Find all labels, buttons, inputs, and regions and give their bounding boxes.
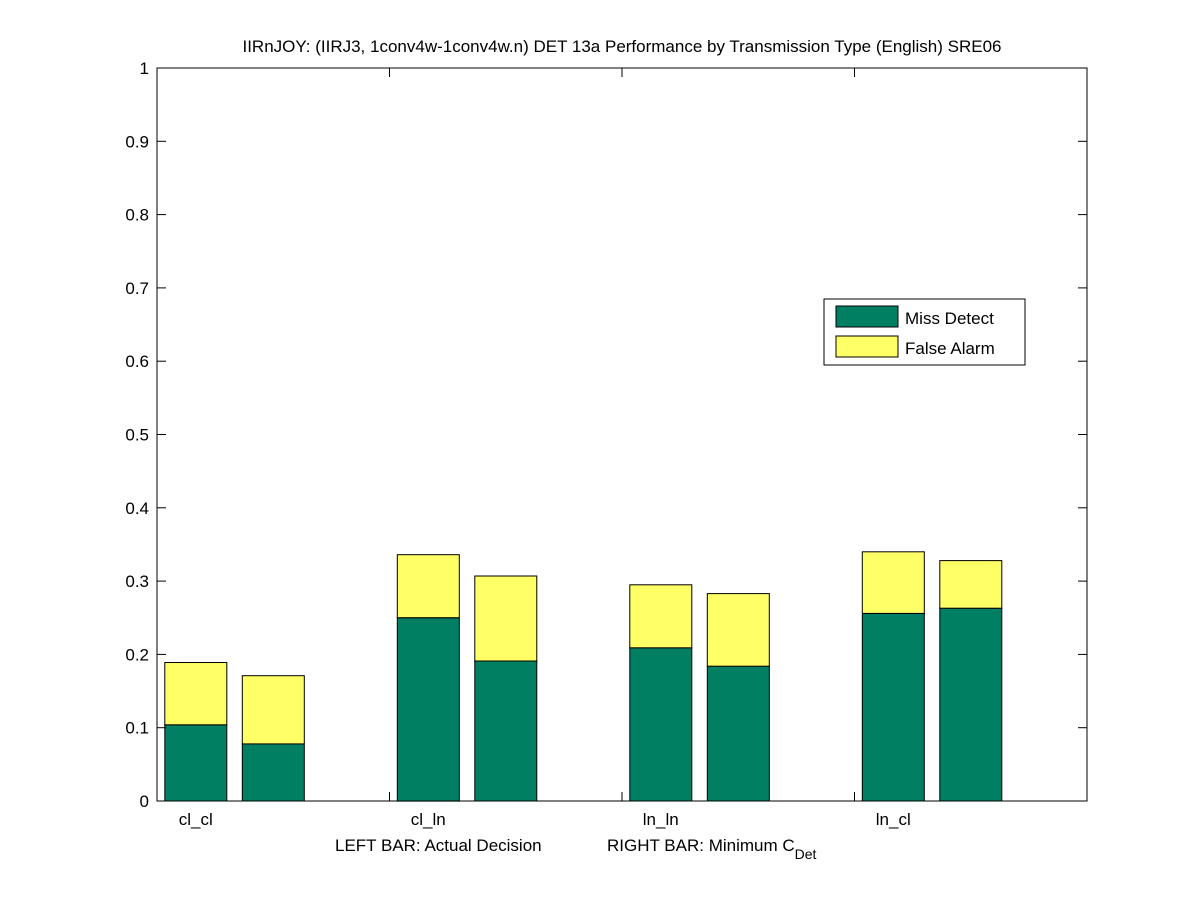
y-tick-label: 1 [140,59,149,78]
bar-cl-ln-actual-false-alarm [396,554,460,619]
bar-ln-cl-actual-miss-detect [861,612,925,802]
bar-cl-ln-actual-miss-detect [396,617,460,802]
bar-ln-cl-minimum-miss-detect [939,607,1003,802]
y-tick-label: 0.4 [125,499,149,518]
bar-cl-cl-minimum-false-alarm [241,675,305,745]
legend-label-miss-detect: Miss Detect [905,309,994,328]
bar-ln-ln-actual-miss-detect [629,647,693,802]
y-tick-label: 0.8 [125,206,149,225]
bar-ln-cl-minimum-false-alarm [939,560,1003,609]
y-tick-label: 0.6 [125,352,149,371]
x-tick-label-cl-ln: cl_ln [411,810,446,829]
bar-ln-cl-actual-false-alarm [861,551,925,614]
x-tick-label-cl-cl: cl_cl [179,810,213,829]
bar-cl-ln-minimum-false-alarm [474,575,538,662]
x-axis-label: LEFT BAR: Actual Decision RIGHT BAR: Min… [335,836,817,862]
bar-ln-ln-actual-false-alarm [629,584,693,649]
y-tick-label: 0.2 [125,645,149,664]
axes-layer: 0 0.1 0.2 0.3 0.4 0.5 0.6 0.7 0.8 0.9 1 cl_cl cl_ln l… [125,59,1087,829]
y-tick-label: 0.3 [125,572,149,591]
bar-cl-ln-minimum-miss-detect [474,660,538,802]
bar-cl-cl-minimum-miss-detect [241,743,305,802]
y-tick-label: 0.5 [125,426,149,445]
x-axis-label-right: RIGHT BAR: Minimum CDet [607,836,817,862]
x-axis-label-left: LEFT BAR: Actual Decision [335,836,542,855]
x-tick-label-ln-ln: ln_ln [643,810,679,829]
bar-ln-ln-minimum-miss-detect [706,665,770,802]
x-axis-label-right-subscript: Det [795,846,817,862]
y-tick-label: 0 [140,792,149,811]
chart-title: IIRnJOY: (IIRJ3, 1conv4w-1conv4w.n) DET … [242,37,1001,56]
legend: Miss Detect False Alarm [823,298,1026,366]
x-tick-label-ln-cl: ln_cl [876,810,911,829]
bar-cl-cl-actual-false-alarm [164,662,228,726]
legend-swatch-false-alarm [835,335,899,358]
legend-swatch-miss-detect [835,305,899,328]
bar-ln-ln-minimum-false-alarm [706,593,770,667]
legend-label-false-alarm: False Alarm [905,339,995,358]
bar-cl-cl-actual-miss-detect [164,724,228,802]
bars-layer [164,551,1003,802]
y-tick-label: 0.1 [125,719,149,738]
x-axis-label-right-main: RIGHT BAR: Minimum C [607,836,795,855]
y-tick-label: 0.7 [125,279,149,298]
y-tick-label: 0.9 [125,132,149,151]
